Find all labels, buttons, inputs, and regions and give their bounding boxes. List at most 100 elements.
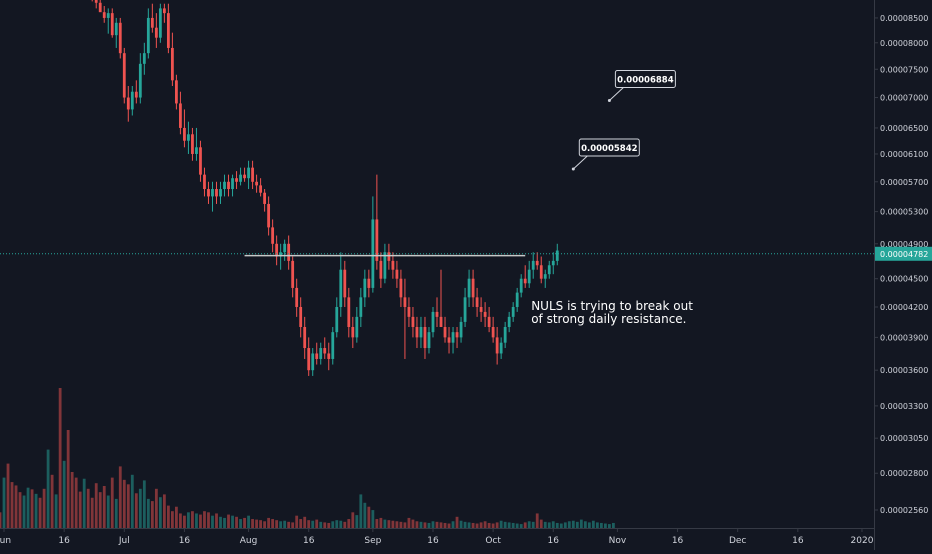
candle: [243, 167, 246, 182]
candle-body: [122, 53, 126, 98]
candle-body: [162, 8, 166, 14]
time-axis[interactable]: Jun 16 Jul 16 Aug 16 Sep 16 Oct 16 Nov 16 Dec 16 2020: [0, 528, 874, 546]
volume-bar: [411, 519, 415, 528]
volume-bar: [547, 522, 551, 528]
callout-label: 0.00006884: [617, 75, 674, 85]
volume-bar: [535, 513, 539, 528]
candle: [110, 8, 114, 38]
candle-body: [279, 252, 283, 257]
volume-bar: [122, 479, 126, 528]
price-axis[interactable]: 0.00008500 0.00008000 0.00007500 0.00007000…: [874, 0, 932, 550]
candle: [315, 342, 319, 365]
volume-bar: [607, 524, 611, 528]
candle-body: [219, 189, 222, 197]
candle: [259, 178, 262, 197]
drawings[interactable]: 0.00006884 0.00005842 NULS is trying to br…: [0, 69, 874, 326]
candle-body: [391, 260, 395, 270]
volume-bar: [447, 523, 451, 528]
candle: [287, 235, 291, 270]
time-tick-label: 16: [792, 536, 804, 546]
volume-bar: [599, 522, 603, 528]
candle-body: [375, 219, 379, 261]
candle-body: [539, 265, 543, 279]
volume-bar: [0, 512, 2, 528]
candle-body: [411, 316, 415, 328]
candle: [483, 302, 487, 328]
candle: [203, 167, 206, 197]
candle-body: [118, 22, 122, 54]
volume-bar: [287, 521, 291, 528]
candle-body: [487, 316, 491, 328]
candle-body: [271, 227, 275, 244]
candle: [303, 316, 307, 359]
callout-anchor: [571, 167, 575, 171]
time-tick-label: 16: [303, 536, 315, 546]
volume-bar: [126, 484, 130, 528]
volume-bar: [387, 520, 391, 528]
volume-bar: [191, 511, 194, 528]
candle-body: [495, 337, 499, 354]
candle-body: [283, 243, 287, 253]
candle: [455, 327, 459, 349]
candle: [98, 0, 102, 13]
candle-body: [187, 134, 190, 141]
candle: [335, 297, 339, 338]
candle: [491, 316, 495, 343]
candle-body: [110, 13, 114, 36]
candle-body: [130, 91, 134, 110]
candle-body: [291, 260, 295, 288]
volume-bar: [495, 522, 499, 528]
volume-bar: [227, 514, 230, 528]
candle-body: [303, 327, 307, 349]
candle: [531, 252, 535, 279]
candle: [339, 252, 343, 317]
volume-bar: [375, 519, 379, 528]
candle: [419, 316, 423, 349]
candle: [403, 278, 407, 359]
price-tick-label: 0.00003900: [880, 333, 928, 342]
last-price-label: 0.00004782: [875, 246, 932, 261]
candle: [479, 297, 483, 322]
volume-bar: [479, 522, 483, 528]
candle: [235, 171, 238, 190]
candle: [551, 252, 555, 275]
candle: [183, 109, 186, 148]
candle-body: [351, 327, 355, 338]
volume-bar: [371, 510, 375, 528]
candle: [331, 327, 335, 365]
candle: [271, 219, 275, 253]
candle: [106, 8, 110, 34]
time-tick-label: Jun: [0, 536, 11, 546]
volume-bar: [66, 430, 70, 528]
volume-bar: [315, 519, 319, 528]
candle-body: [335, 306, 339, 333]
candle: [351, 316, 355, 349]
candle-body: [499, 342, 503, 354]
candle: [126, 85, 130, 122]
time-tick-label: Oct: [485, 536, 501, 546]
candle-body: [211, 189, 214, 197]
volume-bar: [347, 519, 351, 528]
volume-bar: [70, 472, 74, 528]
candle: [527, 260, 531, 288]
candle: [503, 321, 507, 349]
candle-body: [435, 311, 439, 317]
candle-body: [327, 353, 331, 359]
candle-body: [331, 332, 335, 359]
volume-bar: [291, 522, 295, 528]
candle: [307, 337, 311, 376]
volume-bar: [150, 501, 154, 528]
volume-bar: [435, 521, 439, 528]
volume-bar: [74, 477, 78, 528]
candle-body: [339, 269, 343, 307]
volume-bar: [343, 521, 347, 528]
candle: [295, 278, 299, 317]
volume-bar: [612, 522, 615, 528]
volume-bar: [407, 517, 411, 528]
candle-body: [431, 311, 435, 333]
candle-body: [311, 353, 315, 371]
candle-body: [531, 260, 535, 270]
candle: [255, 174, 258, 193]
